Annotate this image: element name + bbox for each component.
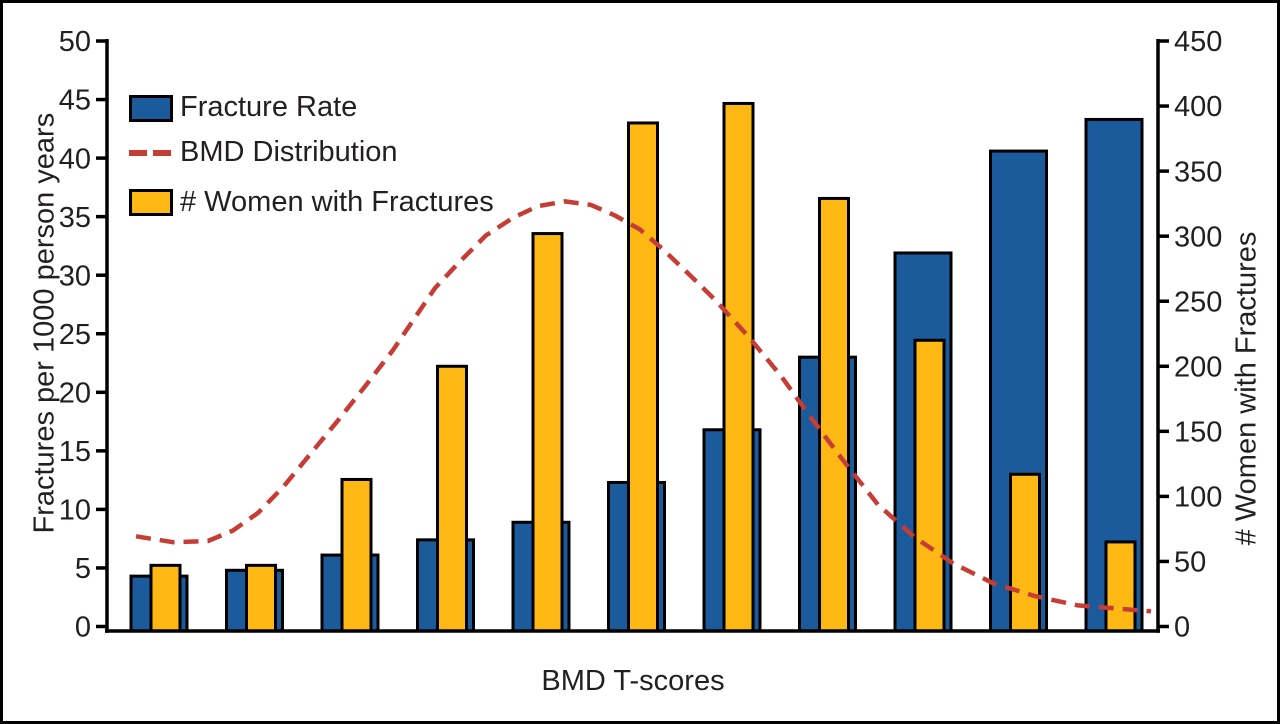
women-with-fractures-bar: [340, 477, 373, 633]
right-axis-tick-label: 100: [1174, 482, 1222, 514]
legend-swatch-women-with-fractures: [129, 189, 173, 216]
right-axis-tick-label: 0: [1174, 612, 1190, 644]
women-with-fractures-bar: [913, 338, 946, 633]
left-axis-tick-label: 45: [59, 85, 91, 117]
left-axis-tick-label: 5: [75, 553, 91, 585]
women-with-fractures-bar: [436, 364, 468, 633]
women-with-fractures-bar: [722, 101, 755, 633]
women-with-fractures-bar: [531, 232, 564, 633]
women-with-fractures-bar: [1009, 472, 1041, 633]
legend-swatch-fracture-rate: [129, 95, 173, 122]
right-axis-title: # Women with Fractures: [1230, 231, 1263, 546]
left-axis-tick-label: 50: [59, 26, 91, 58]
legend-swatch-bmd-distribution: [129, 150, 171, 156]
left-axis-tick-label: 0: [75, 612, 91, 644]
right-axis-tick-label: 450: [1174, 26, 1222, 58]
women-with-fractures-bar: [1104, 540, 1137, 633]
left-axis-title: Fractures per 1000 person years: [28, 112, 61, 534]
left-axis-tick-label: 40: [59, 143, 91, 175]
left-axis-tick-label: 25: [59, 319, 91, 351]
right-axis-tick-label: 300: [1174, 221, 1222, 253]
right-axis-tick-label: 200: [1174, 351, 1222, 383]
legend-label-bmd-distribution: BMD Distribution: [180, 136, 398, 168]
legend-label-fracture-rate: Fracture Rate: [180, 91, 358, 123]
left-axis-tick-label: 20: [59, 377, 91, 409]
women-with-fractures-bar: [149, 563, 182, 633]
right-axis-tick-label: 150: [1174, 416, 1222, 448]
left-axis-tick-label: 35: [59, 202, 91, 234]
left-axis-tick-label: 30: [59, 260, 91, 292]
women-with-fractures-bar: [245, 563, 277, 633]
legend-label-women-with-fractures: # Women with Fractures: [180, 186, 494, 218]
right-axis-tick-label: 350: [1174, 156, 1222, 188]
chart-plot-area: 0 5 10 15 20 25 30 35 40 45 50 0 50 100 150 200 250 300 35…: [59, 26, 1223, 644]
women-with-fractures-bar: [627, 121, 659, 633]
right-axis-tick-label: 250: [1174, 286, 1222, 318]
x-axis-title: BMD T-scores: [541, 665, 725, 697]
right-axis-tick-label: 50: [1174, 547, 1206, 579]
right-axis-tick-label: 400: [1174, 91, 1222, 123]
left-axis-tick-label: 10: [59, 495, 91, 527]
left-axis-tick-label: 15: [59, 436, 91, 468]
women-with-fractures-bar: [818, 196, 850, 633]
